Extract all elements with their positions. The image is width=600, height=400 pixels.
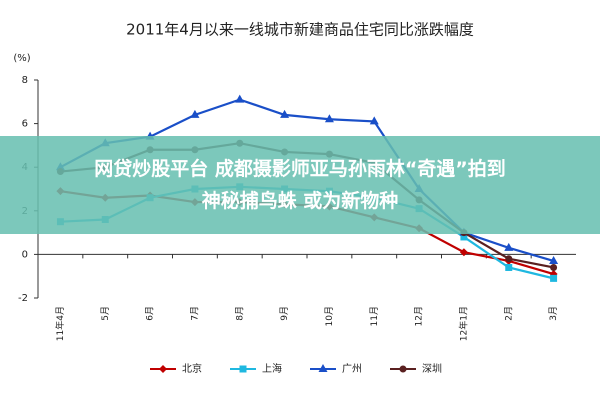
- legend-label: 广州: [342, 363, 362, 375]
- marker: [550, 263, 558, 271]
- marker: [280, 109, 290, 118]
- marker: [190, 109, 200, 118]
- marker: [235, 94, 245, 103]
- legend-label: 深圳: [422, 363, 442, 375]
- marker: [459, 248, 468, 257]
- legend-marker: [159, 365, 167, 373]
- x-tick-label: 12月: [414, 306, 425, 326]
- marker: [505, 263, 513, 271]
- x-tick-label: 10月: [324, 306, 335, 326]
- x-tick-label: 7月: [189, 306, 200, 321]
- y-tick-label: -2: [18, 293, 28, 304]
- marker: [549, 255, 559, 264]
- chart-title: 2011年4月以来一线城市新建商品住宅同比涨跌幅度: [126, 21, 474, 39]
- marker: [369, 116, 379, 125]
- y-tick-label: 8: [22, 75, 28, 86]
- x-tick-label: 11月: [369, 306, 380, 326]
- x-tick-label: 5月: [100, 306, 111, 321]
- x-tick-label: 3月: [548, 306, 559, 321]
- x-tick-label: 12年1月: [457, 306, 469, 341]
- overlay-text: 网贷炒股平台 成都摄影师亚马孙雨林“奇遇”拍到: [94, 158, 506, 180]
- marker: [550, 274, 558, 282]
- legend-label: 北京: [182, 362, 202, 375]
- marker: [324, 114, 334, 123]
- marker: [505, 255, 513, 263]
- x-tick-label: 11年4月: [54, 306, 66, 341]
- marker: [460, 233, 468, 241]
- y-tick-label: 0: [22, 249, 28, 260]
- y-tick-label: 6: [22, 119, 28, 130]
- y-axis-label: (%): [13, 53, 30, 64]
- legend-marker: [239, 365, 247, 373]
- x-tick-label: 6月: [145, 306, 156, 321]
- overlay-banner: 网贷炒股平台 成都摄影师亚马孙雨林“奇遇”拍到 神秘捕鸟蛛 或为新物种: [0, 136, 600, 234]
- legend-label: 上海: [262, 362, 282, 375]
- x-tick-label: 2月: [503, 306, 514, 321]
- marker: [504, 242, 514, 251]
- legend-marker: [399, 365, 407, 373]
- overlay-text: 神秘捕鸟蛛 或为新物种: [201, 190, 399, 212]
- legend-marker: [318, 364, 328, 372]
- x-tick-label: 8月: [234, 306, 245, 321]
- x-tick-label: 9月: [279, 306, 290, 321]
